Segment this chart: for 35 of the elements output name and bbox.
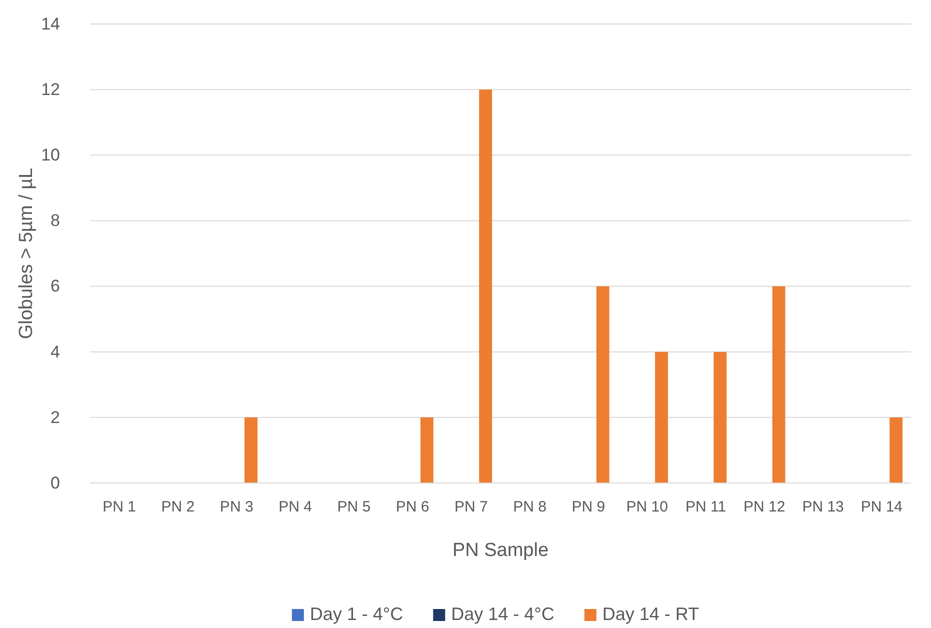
bar <box>420 417 434 483</box>
x-tick-label: PN 14 <box>860 498 903 516</box>
bar <box>772 286 786 483</box>
x-tick-label: PN 3 <box>220 498 254 516</box>
y-tick-label: 6 <box>50 276 60 296</box>
x-tick-label: PN 4 <box>278 498 312 516</box>
x-tick-label: PN 7 <box>454 498 488 516</box>
x-tick-label: PN 13 <box>802 498 844 516</box>
y-tick-label: 12 <box>41 80 60 100</box>
y-tick-label: 4 <box>50 342 60 362</box>
legend-label: Day 1 - 4°C <box>310 604 404 624</box>
x-axis-title: PN Sample <box>452 540 549 561</box>
y-tick-label: 14 <box>41 14 60 34</box>
x-tick-label: PN 2 <box>161 498 195 516</box>
x-tick-label: PN 6 <box>396 498 430 516</box>
x-tick-label: PN 11 <box>685 498 726 516</box>
bar <box>655 352 668 483</box>
y-tick-label: 0 <box>50 473 60 492</box>
legend-label: Day 14 - RT <box>602 604 700 624</box>
y-tick-label: 10 <box>41 146 60 165</box>
x-tick-label: PN 8 <box>513 498 546 516</box>
y-tick-label: 2 <box>50 408 60 427</box>
legend-label: Day 14 - 4°C <box>451 604 554 624</box>
x-tick-label: PN 10 <box>626 498 668 516</box>
bar <box>714 352 727 483</box>
bar <box>890 417 903 483</box>
y-axis-title: Globules > 5µm / µL <box>16 168 37 340</box>
x-tick-label: PN 1 <box>102 498 136 516</box>
bar <box>479 90 492 483</box>
x-tick-label: PN 9 <box>572 498 606 516</box>
x-tick-label: PN 5 <box>337 498 371 516</box>
y-tick-label: 8 <box>50 211 60 230</box>
bar <box>596 286 610 483</box>
x-tick-label: PN 12 <box>744 498 786 516</box>
bar <box>244 417 258 483</box>
